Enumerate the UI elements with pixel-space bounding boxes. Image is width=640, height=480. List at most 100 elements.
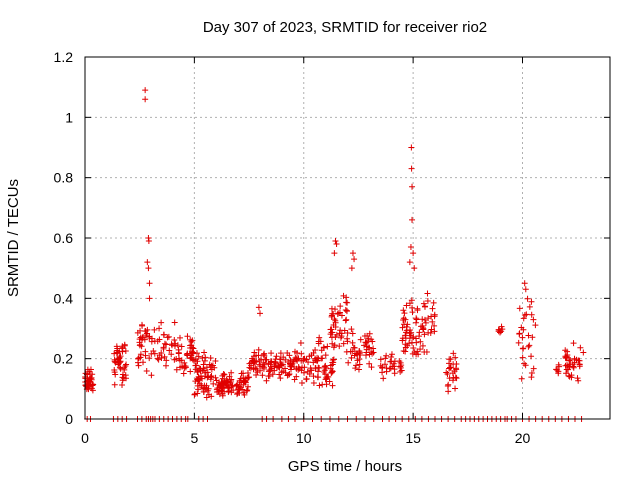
data-point xyxy=(187,368,194,375)
data-point xyxy=(122,362,129,369)
data-point xyxy=(260,351,267,358)
data-point xyxy=(158,319,165,326)
data-point xyxy=(421,316,428,323)
data-point xyxy=(156,325,163,332)
data-point xyxy=(263,377,270,384)
data-point xyxy=(219,380,226,387)
data-point xyxy=(565,363,572,370)
data-point xyxy=(244,383,251,390)
data-point xyxy=(278,361,285,368)
data-point xyxy=(140,359,147,366)
data-point xyxy=(201,382,208,389)
data-point xyxy=(429,318,436,325)
data-point xyxy=(143,330,150,337)
data-point xyxy=(123,375,130,382)
data-point xyxy=(195,353,202,360)
data-point xyxy=(115,361,122,368)
data-point xyxy=(212,374,219,381)
data-point xyxy=(429,305,436,312)
data-point xyxy=(310,359,317,366)
data-point xyxy=(409,183,416,190)
data-point xyxy=(348,265,355,272)
data-point xyxy=(577,344,584,351)
data-point xyxy=(295,363,302,370)
data-point xyxy=(411,265,418,272)
data-point xyxy=(379,369,386,376)
data-point xyxy=(318,355,325,362)
data-point xyxy=(566,373,573,380)
data-point xyxy=(419,316,426,323)
data-point xyxy=(421,303,428,310)
data-point xyxy=(268,350,275,357)
data-point xyxy=(422,319,429,326)
data-point xyxy=(282,369,289,376)
data-point xyxy=(523,311,530,318)
data-point xyxy=(333,241,340,248)
data-point xyxy=(566,357,573,364)
data-point xyxy=(401,310,408,317)
data-point xyxy=(366,360,373,367)
data-point xyxy=(337,303,344,310)
data-point xyxy=(328,369,335,376)
data-point xyxy=(522,286,529,293)
data-point xyxy=(187,355,194,362)
data-point xyxy=(291,348,298,355)
data-point xyxy=(190,345,197,352)
data-point xyxy=(388,351,395,358)
data-point xyxy=(241,391,248,398)
data-point xyxy=(191,391,198,398)
data-point xyxy=(111,350,118,357)
data-point xyxy=(204,369,211,376)
data-point xyxy=(408,339,415,346)
data-point xyxy=(410,344,417,351)
data-point xyxy=(218,387,225,394)
data-point xyxy=(524,295,531,302)
data-point xyxy=(447,364,454,371)
data-point xyxy=(121,341,128,348)
data-point xyxy=(182,364,189,371)
data-point xyxy=(336,343,343,350)
data-point xyxy=(570,364,577,371)
data-point xyxy=(410,334,417,341)
data-point xyxy=(518,375,525,382)
data-point xyxy=(563,353,570,360)
data-point xyxy=(90,381,97,388)
data-point xyxy=(240,377,247,384)
data-point xyxy=(347,348,354,355)
data-point xyxy=(200,361,207,368)
data-point xyxy=(520,345,527,352)
data-point xyxy=(310,373,317,380)
data-point xyxy=(427,329,434,336)
data-point xyxy=(161,331,168,338)
data-point xyxy=(135,355,142,362)
data-point xyxy=(287,366,294,373)
data-point xyxy=(265,373,272,380)
data-point xyxy=(162,362,169,369)
data-point xyxy=(119,382,126,389)
data-point xyxy=(421,348,428,355)
data-point xyxy=(331,316,338,323)
data-point xyxy=(400,307,407,314)
data-point xyxy=(452,374,459,381)
data-point xyxy=(361,333,368,340)
data-point xyxy=(210,380,217,387)
data-point xyxy=(189,344,196,351)
data-point xyxy=(525,343,532,350)
data-point xyxy=(340,340,347,347)
data-point xyxy=(445,381,452,388)
chart-title: Day 307 of 2023, SRMTID for receiver rio… xyxy=(203,19,487,36)
data-point xyxy=(294,357,301,364)
data-point xyxy=(420,325,427,332)
data-point xyxy=(220,371,227,378)
data-point xyxy=(312,347,319,354)
data-point xyxy=(521,311,528,318)
data-point xyxy=(338,312,345,319)
data-point xyxy=(178,357,185,364)
data-point xyxy=(226,373,233,380)
data-point xyxy=(171,319,178,326)
data-point xyxy=(290,358,297,365)
data-point xyxy=(195,386,202,393)
data-point xyxy=(532,322,539,329)
data-point xyxy=(301,355,308,362)
y-tick-label: 0 xyxy=(65,411,73,427)
